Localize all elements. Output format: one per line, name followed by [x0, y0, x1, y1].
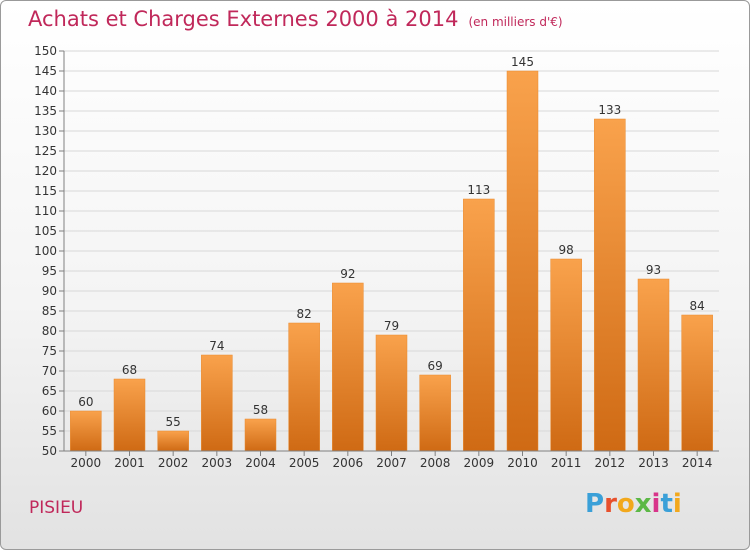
y-tick-label: 75	[42, 344, 57, 358]
bar	[594, 118, 626, 452]
y-tick-label: 80	[42, 324, 57, 338]
logo-letter: t	[660, 489, 673, 519]
y-tick-label: 130	[34, 124, 57, 138]
data-label: 68	[122, 363, 137, 377]
data-label: 98	[559, 243, 574, 257]
x-tick-label: 2008	[420, 456, 451, 470]
y-tick-label: 115	[34, 184, 57, 198]
y-tick-label: 140	[34, 84, 57, 98]
x-tick-label: 2012	[595, 456, 626, 470]
bar	[419, 374, 451, 452]
data-label: 145	[511, 55, 534, 69]
data-label: 58	[253, 403, 268, 417]
y-tick-label: 55	[42, 424, 57, 438]
data-label: 82	[297, 307, 312, 321]
data-label: 79	[384, 319, 399, 333]
data-label: 84	[690, 299, 705, 313]
y-tick-label: 105	[34, 224, 57, 238]
data-label: 92	[340, 267, 355, 281]
x-tick-label: 2007	[376, 456, 407, 470]
y-tick-label: 145	[34, 64, 57, 78]
bar	[70, 410, 102, 452]
bar	[157, 430, 189, 452]
x-tick-label: 2004	[245, 456, 276, 470]
logo-letter: x	[634, 489, 652, 519]
x-tick-label: 2002	[158, 456, 189, 470]
y-tick-label: 90	[42, 284, 57, 298]
place-name: PISIEU	[29, 498, 84, 518]
proxiti-logo[interactable]: Proxiti	[585, 489, 682, 519]
x-tick-label: 2011	[551, 456, 582, 470]
bar	[463, 198, 495, 452]
y-tick-label: 50	[42, 444, 57, 458]
x-tick-label: 2006	[333, 456, 364, 470]
y-tick-label: 125	[34, 144, 57, 158]
y-tick-label: 100	[34, 244, 57, 258]
x-tick-label: 2003	[202, 456, 233, 470]
y-tick-label: 65	[42, 384, 57, 398]
y-tick-label: 150	[34, 44, 57, 58]
bar	[244, 418, 277, 452]
data-label: 133	[598, 103, 621, 117]
x-tick-label: 2009	[464, 456, 495, 470]
bar	[637, 278, 670, 452]
bar	[201, 354, 233, 452]
x-tick-label: 2010	[507, 456, 538, 470]
bar	[288, 322, 320, 452]
bar	[113, 378, 146, 452]
x-tick-label: 2005	[289, 456, 320, 470]
x-tick-label: 2000	[71, 456, 102, 470]
y-tick-label: 85	[42, 304, 57, 318]
logo-letter: i	[672, 489, 682, 519]
logo-letter: i	[651, 489, 661, 519]
y-tick-label: 95	[42, 264, 57, 278]
bar	[681, 314, 713, 452]
data-label: 74	[209, 339, 224, 353]
logo-letter: P	[585, 489, 605, 519]
x-tick-label: 2001	[114, 456, 145, 470]
chart-subtitle: (en milliers d'€)	[468, 15, 563, 29]
bar	[506, 70, 539, 452]
data-label: 69	[428, 359, 443, 373]
y-tick-label: 60	[42, 404, 57, 418]
y-tick-label: 70	[42, 364, 57, 378]
x-tick-label: 2014	[682, 456, 713, 470]
x-tick-label: 2013	[638, 456, 669, 470]
bar	[332, 282, 364, 452]
y-tick-label: 135	[34, 104, 57, 118]
data-label: 55	[166, 415, 181, 429]
bar	[375, 334, 408, 452]
data-label: 113	[467, 183, 490, 197]
y-tick-label: 120	[34, 164, 57, 178]
data-label: 93	[646, 263, 661, 277]
title-block: Achats et Charges Externes 2000 à 2014 (e…	[28, 7, 563, 31]
y-tick-label: 110	[34, 204, 57, 218]
bar	[550, 258, 582, 452]
data-label: 60	[78, 395, 93, 409]
logo-letter: o	[616, 489, 635, 519]
chart-title: Achats et Charges Externes 2000 à 2014	[28, 7, 459, 31]
logo-letter: r	[604, 489, 617, 519]
